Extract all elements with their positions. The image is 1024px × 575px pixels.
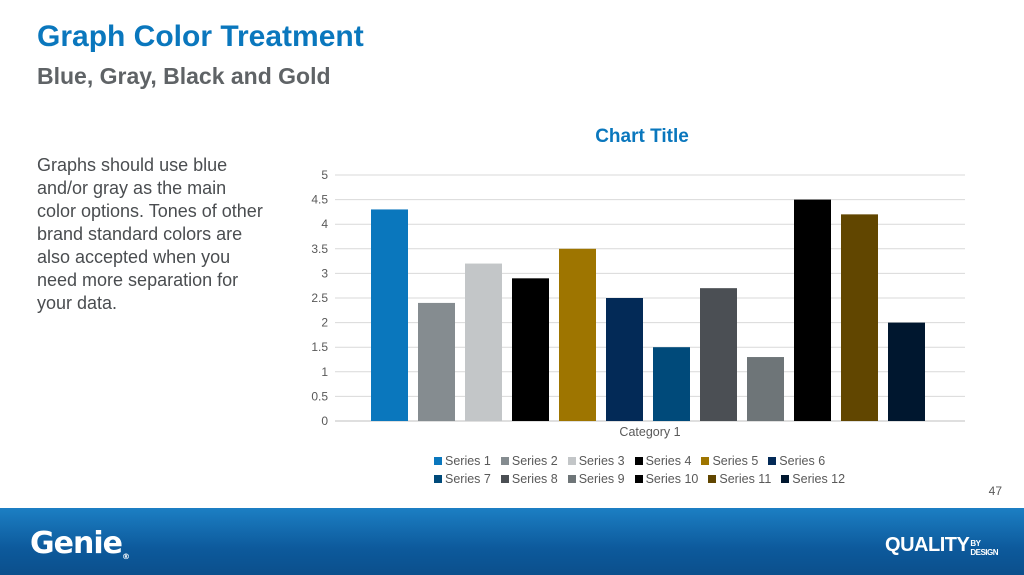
legend-label: Series 10 xyxy=(645,472,699,486)
legend-label: Series 12 xyxy=(792,472,846,486)
page-number: 47 xyxy=(988,484,1002,498)
legend-label: Series 9 xyxy=(578,472,625,486)
legend-label: Series 7 xyxy=(445,472,491,486)
legend-swatch xyxy=(500,475,509,483)
bar-series-5 xyxy=(559,248,596,421)
legend-item: Series 7 xyxy=(434,471,491,487)
legend-label: Series 3 xyxy=(578,454,625,468)
genie-logo-text: Genie xyxy=(30,526,123,561)
y-tick-label: 2 xyxy=(321,316,328,330)
legend-swatch xyxy=(567,475,576,483)
legend-item: Series 10 xyxy=(634,471,699,487)
legend-swatch xyxy=(434,457,442,465)
bar-chart: 0 0.5 1 1.5 2 2.5 3 3.5 4 4.5 5 Category 1 xyxy=(311,168,965,439)
y-tick-label: 1 xyxy=(321,365,328,379)
y-tick-label: 4.5 xyxy=(311,193,328,207)
legend-item: Series 9 xyxy=(567,471,625,487)
legend-swatch xyxy=(434,475,442,483)
chart-legend: Series 1 Series 2 Series 3 Series 4 Series 5… xyxy=(430,452,860,488)
legend-item: Series 5 xyxy=(701,453,758,469)
bar-series-2 xyxy=(418,302,455,421)
legend-item: Series 12 xyxy=(781,471,845,487)
y-tick-label: 0 xyxy=(321,414,328,428)
legend-swatch xyxy=(500,457,509,465)
legend-swatch xyxy=(634,457,643,465)
legend-swatch xyxy=(567,457,576,465)
slide-title: Graph Color Treatment xyxy=(37,20,364,53)
bar-series-10 xyxy=(794,199,831,421)
y-tick-label: 2.5 xyxy=(311,291,328,305)
quality-by-design-logo: QUALITY BY DESIGN xyxy=(885,534,998,557)
quality-logo-text: QUALITY xyxy=(885,534,970,556)
legend-item: Series 11 xyxy=(708,471,771,487)
x-category-label: Category 1 xyxy=(619,425,680,439)
legend-label: Series 1 xyxy=(445,454,491,468)
legend-label: Series 4 xyxy=(645,454,692,468)
bar-series-3 xyxy=(465,263,502,421)
chart-title: Chart Title xyxy=(595,126,689,147)
bar-series-9 xyxy=(747,357,784,421)
genie-logo: Genie® xyxy=(30,526,130,561)
legend-item: Series 3 xyxy=(567,453,625,469)
legend-label: Series 8 xyxy=(511,472,558,486)
bar-series-6 xyxy=(606,298,643,421)
legend-item: Series 8 xyxy=(500,471,558,487)
legend-item: Series 6 xyxy=(768,453,825,469)
y-tick-label: 5 xyxy=(321,168,328,182)
registered-mark: ® xyxy=(121,552,130,561)
bar-series-11 xyxy=(841,214,878,421)
legend-swatch xyxy=(708,475,717,483)
quality-logo-by: BY xyxy=(970,539,981,548)
legend-item: Series 4 xyxy=(634,453,692,469)
legend-swatch xyxy=(781,475,790,483)
y-tick-label: 4 xyxy=(321,217,328,231)
quality-logo-design: DESIGN xyxy=(970,548,998,557)
bar-series-8 xyxy=(700,288,737,421)
slide-subtitle: Blue, Gray, Black and Gold xyxy=(37,63,331,89)
legend-swatch xyxy=(768,457,777,465)
legend-label: Series 11 xyxy=(719,472,772,486)
legend-item: Series 2 xyxy=(500,453,558,469)
bar-series-12 xyxy=(888,322,925,421)
footer-band: Genie® QUALITY BY DESIGN xyxy=(0,508,1024,575)
legend-swatch xyxy=(634,475,643,483)
bar-series-7 xyxy=(653,347,690,421)
y-tick-label: 3 xyxy=(321,266,328,280)
slide-body-text: Graphs should use blue and/or gray as th… xyxy=(37,155,263,313)
y-tick-label: 1.5 xyxy=(311,340,328,354)
y-tick-label: 3.5 xyxy=(311,242,328,256)
y-tick-label: 0.5 xyxy=(311,389,328,403)
legend-label: Series 5 xyxy=(712,454,759,468)
bar-series-4 xyxy=(512,278,549,421)
legend-swatch xyxy=(701,457,710,465)
bar-series-1 xyxy=(371,209,408,421)
legend-label: Series 6 xyxy=(779,454,826,468)
legend-item: Series 1 xyxy=(434,453,491,469)
legend-label: Series 2 xyxy=(511,454,558,468)
